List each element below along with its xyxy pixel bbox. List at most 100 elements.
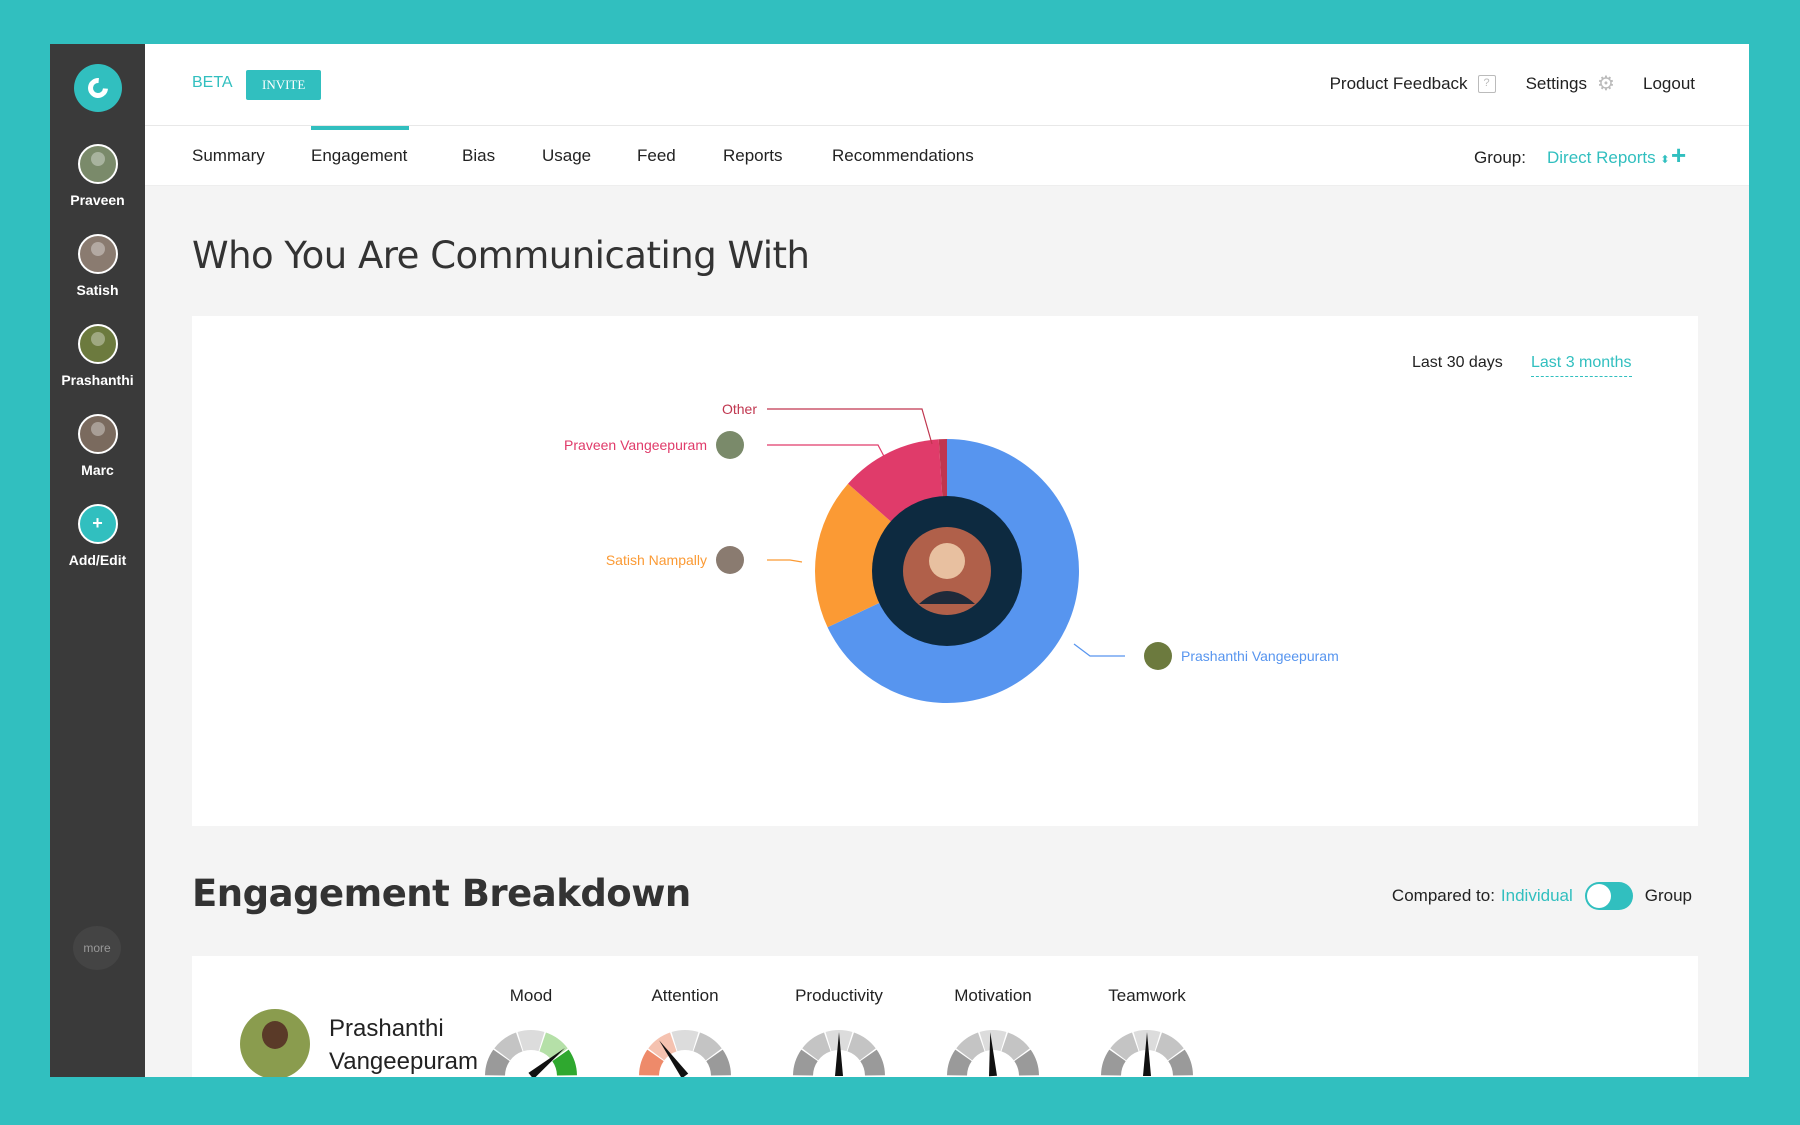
center-avatar-body xyxy=(919,591,975,604)
tab-feed[interactable]: Feed xyxy=(637,146,676,165)
chart-label-prashanthi: Prashanthi Vangeepuram xyxy=(1181,648,1339,664)
compared-to-label: Compared to: xyxy=(1391,886,1495,905)
beta-label: BETA xyxy=(192,74,233,91)
sidebar-user-name: Satish xyxy=(76,282,119,298)
sidebar-user-name: Prashanthi xyxy=(61,372,134,388)
plus-icon: + xyxy=(77,504,118,544)
sort-arrows-icon: ⬍ xyxy=(1660,154,1670,166)
range-last-30-days[interactable]: Last 30 days xyxy=(1412,354,1503,371)
gauge-segment xyxy=(947,1049,972,1076)
gauge-segment xyxy=(485,1049,510,1076)
gauge-segment xyxy=(793,1049,818,1076)
avatar xyxy=(77,324,118,364)
breakdown-card: Prashanthi Vangeepuram Mood Attention Prod… xyxy=(192,956,1698,1077)
avatar-prashanthi xyxy=(1144,642,1172,670)
donut-chart: Other Praveen Vangeepuram Satish Nampall… xyxy=(564,401,1339,703)
gauge-segment xyxy=(706,1049,731,1076)
sidebar-user-praveen[interactable]: Praveen xyxy=(50,144,145,208)
chart-label-praveen: Praveen Vangeepuram xyxy=(564,437,707,453)
header-actions: Product Feedback ? Settings ⚙ Logout xyxy=(1330,74,1695,94)
communication-card: Last 30 days Last 3 months Other Praveen… xyxy=(192,316,1698,826)
gauge-segment xyxy=(1155,1032,1184,1061)
gauge-label-mood: Mood xyxy=(509,986,553,1005)
avatar xyxy=(77,144,118,184)
compare-individual-option[interactable]: Individual xyxy=(1500,886,1573,905)
top-header: BETA INVITE Product Feedback ? Settings … xyxy=(145,44,1749,126)
gauge-segment xyxy=(639,1049,664,1076)
add-edit-label: Add/Edit xyxy=(68,552,127,568)
gauge-segment xyxy=(1110,1032,1139,1061)
gauge-segment xyxy=(1168,1049,1193,1076)
sidebar-user-prashanthi[interactable]: Prashanthi xyxy=(50,324,145,388)
chart-label-other: Other xyxy=(722,401,757,417)
compare-toggle[interactable] xyxy=(1584,882,1633,910)
more-button[interactable]: more xyxy=(73,926,121,970)
group-value: Direct Reports xyxy=(1547,148,1656,167)
app-window: Praveen Satish Prashanthi Marc + Add/Edi… xyxy=(50,44,1749,1077)
sidebar-user-marc[interactable]: Marc xyxy=(50,414,145,478)
gear-icon[interactable]: ⚙ xyxy=(1597,73,1615,95)
gauge-needle-productivity xyxy=(835,1032,843,1076)
gauge-segment xyxy=(979,1030,1007,1052)
app-logo-icon[interactable] xyxy=(74,64,122,112)
gauge-needle-mood xyxy=(528,1047,565,1077)
gauge-segment xyxy=(956,1032,985,1061)
gauge-segment xyxy=(671,1030,699,1052)
gauge-segment xyxy=(802,1032,831,1061)
gauge-segment xyxy=(847,1032,876,1061)
gauge-label-teamwork: Teamwork xyxy=(1108,986,1186,1005)
tab-summary[interactable]: Summary xyxy=(192,146,265,165)
tab-recommendations[interactable]: Recommendations xyxy=(832,146,974,165)
compare-group-option[interactable]: Group xyxy=(1644,886,1692,905)
active-tab-indicator xyxy=(311,126,409,130)
range-last-3-months[interactable]: Last 3 months xyxy=(1531,354,1632,377)
feedback-icon[interactable]: ? xyxy=(1477,75,1496,93)
tab-bias[interactable]: Bias xyxy=(462,146,496,165)
tab-bar: Summary Engagement Bias Usage Feed Repor… xyxy=(145,126,1749,186)
gauge-segment xyxy=(494,1032,523,1061)
product-feedback-link[interactable]: Product Feedback xyxy=(1329,74,1468,93)
avatar-satish xyxy=(716,546,744,574)
person-name-line2: Vangeepuram xyxy=(329,1048,478,1075)
person-avatar xyxy=(240,1009,310,1077)
add-group-icon[interactable]: + xyxy=(1671,140,1687,170)
gauge-segment xyxy=(1001,1032,1030,1061)
group-select[interactable]: Direct Reports ⬍ xyxy=(1547,148,1670,168)
tab-reports[interactable]: Reports xyxy=(723,146,783,165)
avatar xyxy=(77,234,118,274)
gauge-label-attention: Attention xyxy=(651,986,719,1005)
logout-link[interactable]: Logout xyxy=(1643,74,1695,93)
gauge-segment xyxy=(860,1049,885,1076)
gauge-attention xyxy=(639,1030,731,1077)
gauge-segment xyxy=(1014,1049,1039,1076)
invite-button[interactable]: INVITE xyxy=(246,70,322,100)
gauge-segment xyxy=(539,1032,568,1061)
leader-line-satish xyxy=(767,559,803,563)
chart-label-satish: Satish Nampally xyxy=(606,552,707,568)
person-name: Prashanthi Vangeepuram xyxy=(329,1012,509,1077)
gauge-label-productivity: Productivity xyxy=(795,986,883,1005)
gauge-segment xyxy=(693,1032,722,1061)
person-name-line1: Prashanthi xyxy=(329,1015,444,1042)
sidebar-user-satish[interactable]: Satish xyxy=(50,234,145,298)
gauge-needle-motivation xyxy=(989,1032,997,1077)
tab-engagement[interactable]: Engagement xyxy=(311,146,408,165)
gauge-segment xyxy=(552,1049,577,1076)
tab-usage[interactable]: Usage xyxy=(542,146,592,165)
gauge-needle-teamwork xyxy=(1143,1032,1151,1076)
avatar-praveen xyxy=(716,431,744,459)
breakdown-title: Engagement Breakdown xyxy=(192,872,691,915)
gauge-teamwork xyxy=(1101,1030,1193,1076)
center-avatar-face xyxy=(929,543,965,579)
avatar xyxy=(77,414,118,454)
settings-link[interactable]: Settings xyxy=(1525,74,1587,93)
sidebar-user-name: Marc xyxy=(81,462,114,478)
leader-line-other xyxy=(767,408,933,445)
gauge-segment xyxy=(517,1030,545,1052)
leader-line-prashanthi xyxy=(1073,643,1125,657)
group-label: Group: xyxy=(1474,148,1526,167)
sidebar: Praveen Satish Prashanthi Marc + Add/Edi… xyxy=(50,44,145,1077)
gauge-productivity xyxy=(793,1030,885,1076)
compare-toggle-group: Compared to: Individual Group xyxy=(1392,882,1692,910)
add-edit-button[interactable]: + Add/Edit xyxy=(50,504,145,568)
